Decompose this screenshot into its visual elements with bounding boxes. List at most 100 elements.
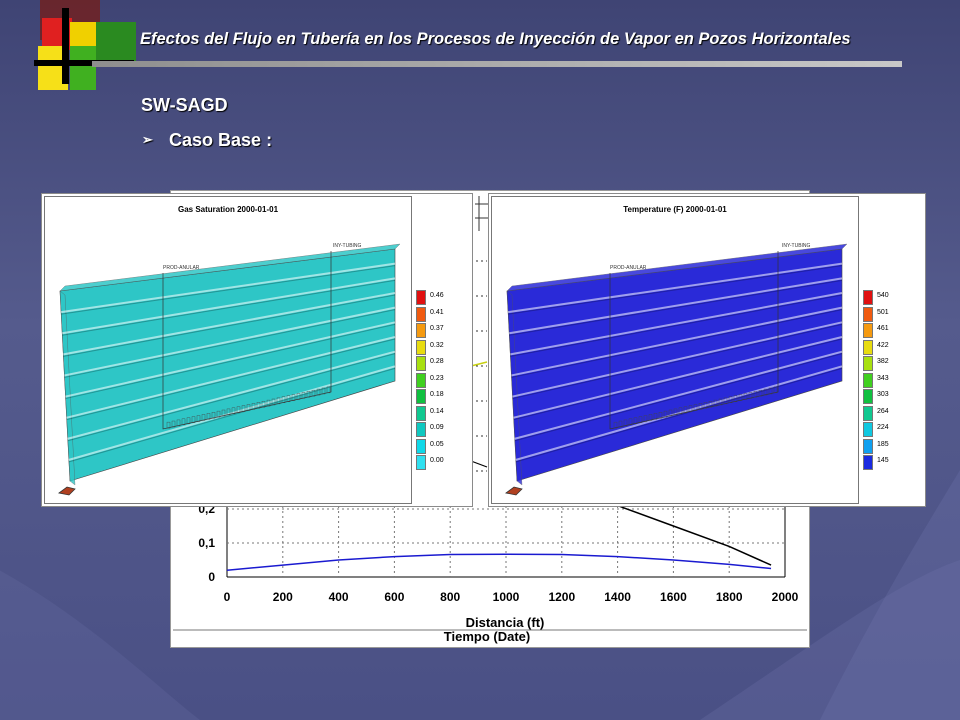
well-perforation (753, 391, 758, 398)
legend-value: 0.46 (430, 292, 444, 299)
legend-swatch (416, 372, 426, 388)
legend-swatch (863, 290, 873, 305)
well-perforation (668, 409, 673, 417)
well-perforation (326, 386, 331, 394)
legend-swatch (863, 323, 873, 338)
temperature-title: Temperature (F) 2000-01-01 (623, 205, 727, 214)
bullet-label: Caso Base : (169, 130, 273, 150)
prod-anular-label: PROD-ANULAR (610, 265, 647, 271)
legend-swatch (416, 339, 426, 355)
orientation-arrow-icon[interactable] (57, 485, 77, 497)
legend-item: 0.37 (416, 323, 466, 339)
legend-swatch (416, 405, 426, 421)
well-perforation (306, 391, 311, 398)
well-perforation (231, 407, 236, 415)
layer-line (510, 292, 843, 356)
layer-shadow-line (511, 309, 843, 378)
well-perforation (276, 397, 281, 405)
legend-value: 145 (877, 457, 889, 464)
well-perforation (773, 386, 778, 394)
well-perforation (311, 389, 316, 397)
reservoir-top-face (59, 243, 401, 292)
legend-swatch (416, 290, 426, 305)
legend-swatch (863, 339, 873, 355)
gas-saturation-legend: 0.46 0.41 0.37 0.32 0.28 0.23 0.18 0.14 0.09 0.05… (416, 290, 466, 474)
legend-item: 461 (863, 323, 913, 339)
layer-line (509, 277, 843, 335)
legend-item: 145 (863, 455, 913, 471)
well-perforation (271, 398, 276, 406)
well-perforation (718, 398, 723, 406)
well-perforation (256, 402, 261, 409)
layer-line (513, 336, 843, 419)
well-perforation (688, 405, 693, 412)
legend-swatch (416, 422, 426, 437)
well-perforation (266, 399, 271, 407)
well-perforation (648, 414, 653, 421)
well-perforation (286, 395, 291, 402)
header-title: Efectos del Flujo en Tubería en los Proc… (140, 30, 851, 48)
gas-saturation-model: PROD-ANULAR INY-TUBING (59, 243, 401, 486)
well-perforation (181, 418, 186, 426)
well-perforation (703, 402, 708, 409)
well-perforation (698, 403, 703, 410)
temperature-view[interactable]: Temperature (F) 2000-01-01 PROD-ANULAR I… (491, 196, 859, 504)
gas-saturation-view[interactable]: Gas Saturation 2000-01-01 PROD-ANULAR IN… (44, 196, 412, 504)
x-tick-label: 200 (273, 590, 293, 604)
legend-item: 0.41 (416, 306, 466, 323)
well-perforation (768, 387, 773, 395)
well-perforation (196, 415, 201, 422)
legend-value: 0.05 (430, 440, 444, 448)
well-perforation (236, 406, 241, 413)
legend-swatch (863, 306, 873, 322)
legend-item: 185 (863, 438, 913, 455)
legend-swatch (863, 455, 873, 470)
well-perforation (683, 406, 688, 413)
layer-line (63, 292, 396, 356)
temperature-model: PROD-ANULAR INY-TUBING (506, 243, 848, 486)
well-perforation (246, 404, 251, 411)
legend-value: 501 (877, 308, 889, 316)
legend-value: 185 (877, 440, 889, 448)
well-perforation (628, 418, 633, 426)
layer-shadow-line (509, 279, 843, 336)
well-perforation (176, 419, 181, 427)
legend-swatch (416, 306, 426, 322)
legend-item: 0.09 (416, 422, 466, 438)
well-perforation (166, 421, 171, 429)
legend-swatch (863, 438, 873, 454)
legend-value: 224 (877, 424, 889, 431)
legend-item: 0.46 (416, 290, 466, 306)
layer-shadow-line (513, 338, 843, 421)
legend-item: 422 (863, 339, 913, 356)
temperature-legend: 540 501 461 422 382 343 303 264 224 185 145 (863, 290, 913, 474)
iny-tubing-label: INY-TUBING (782, 243, 811, 249)
legend-value: 382 (877, 358, 889, 365)
well-perforation (291, 394, 296, 401)
well-perforation (673, 408, 678, 416)
x-tick-label: 800 (440, 590, 460, 604)
well-perforation (261, 400, 266, 408)
chart-svg: 0 200 400 600 800 1000 1200 1400 1600 1800 2000 0 0,… (173, 196, 807, 644)
legend-value: 0.28 (430, 358, 444, 365)
orientation-arrow-icon[interactable] (504, 485, 524, 497)
x-tick-label: 1800 (716, 590, 743, 604)
well-perforation (638, 416, 643, 423)
well-perforation (211, 412, 216, 419)
layer-line (60, 262, 396, 314)
legend-value: 303 (877, 391, 889, 398)
well-perforation (321, 387, 326, 395)
layer-shadow-line (512, 323, 843, 400)
arrow-bullet-icon: ➢ (142, 132, 153, 147)
legend-value: 0.32 (430, 341, 444, 349)
well-perforation (643, 415, 648, 422)
layer-shadow-line (68, 367, 396, 463)
layer-line (65, 321, 396, 398)
well-perforation (663, 410, 668, 418)
well-perforation (653, 413, 658, 420)
series-line-black (617, 504, 772, 566)
legend-item: 0.14 (416, 405, 466, 422)
corner-logo (34, 0, 136, 90)
well-perforation (171, 420, 176, 428)
